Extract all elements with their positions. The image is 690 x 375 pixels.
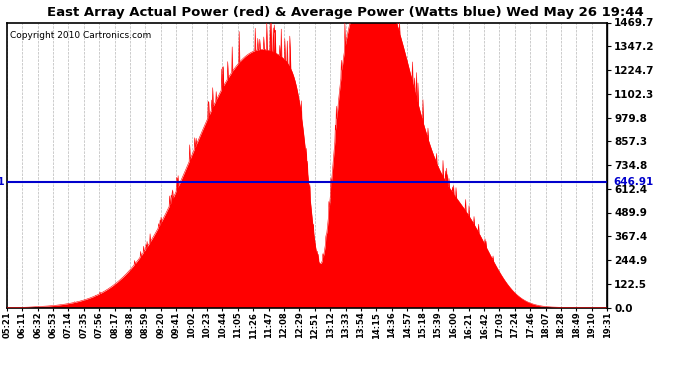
Text: *646.91: *646.91 [0,177,5,187]
Text: East Array Actual Power (red) & Average Power (Watts blue) Wed May 26 19:44: East Array Actual Power (red) & Average … [47,6,643,19]
Text: Copyright 2010 Cartronics.com: Copyright 2010 Cartronics.com [10,31,151,40]
Text: 646.91: 646.91 [613,177,653,187]
